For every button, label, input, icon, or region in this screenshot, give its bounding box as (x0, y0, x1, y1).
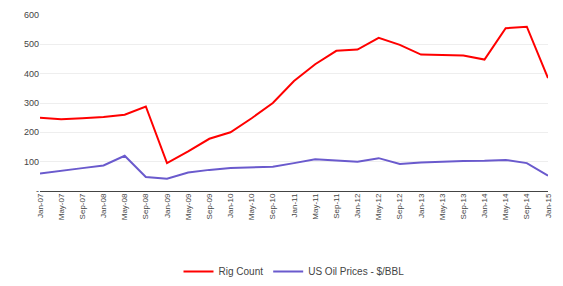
svg-text:-: - (36, 186, 39, 196)
svg-text:100: 100 (24, 157, 39, 167)
svg-text:Jan-13: Jan-13 (417, 193, 426, 218)
svg-text:Sep-11: Sep-11 (332, 193, 341, 219)
svg-text:May-12: May-12 (374, 193, 383, 220)
svg-text:US Oil Prices - $/BBL: US Oil Prices - $/BBL (308, 266, 404, 277)
svg-text:600: 600 (24, 10, 39, 20)
svg-text:Jan-07: Jan-07 (36, 193, 45, 218)
svg-text:400: 400 (24, 69, 39, 79)
svg-text:Jan-09: Jan-09 (163, 193, 172, 218)
svg-text:Sep-09: Sep-09 (205, 193, 214, 219)
svg-text:May-08: May-08 (120, 193, 129, 220)
svg-text:Jan-10: Jan-10 (226, 193, 235, 218)
svg-text:Sep-07: Sep-07 (78, 193, 87, 219)
svg-text:May-07: May-07 (57, 193, 66, 220)
svg-text:Rig Count: Rig Count (219, 266, 264, 277)
svg-text:200: 200 (24, 127, 39, 137)
svg-text:Sep-10: Sep-10 (268, 193, 277, 219)
svg-text:May-14: May-14 (501, 193, 510, 220)
svg-text:Sep-14: Sep-14 (522, 193, 531, 219)
svg-text:May-10: May-10 (247, 193, 256, 220)
svg-text:Jan-11: Jan-11 (290, 193, 299, 217)
svg-text:Jan-15: Jan-15 (544, 193, 553, 218)
svg-text:May-13: May-13 (438, 193, 447, 220)
svg-text:Jan-08: Jan-08 (99, 193, 108, 218)
svg-text:500: 500 (24, 39, 39, 49)
svg-text:May-11: May-11 (311, 193, 320, 220)
svg-text:Jan-14: Jan-14 (480, 193, 489, 218)
svg-text:Sep-13: Sep-13 (459, 193, 468, 219)
svg-text:May-09: May-09 (184, 193, 193, 220)
svg-text:Sep-08: Sep-08 (141, 193, 150, 219)
svg-text:Jan-12: Jan-12 (353, 193, 362, 218)
svg-text:300: 300 (24, 98, 39, 108)
svg-text:Sep-12: Sep-12 (395, 193, 404, 219)
